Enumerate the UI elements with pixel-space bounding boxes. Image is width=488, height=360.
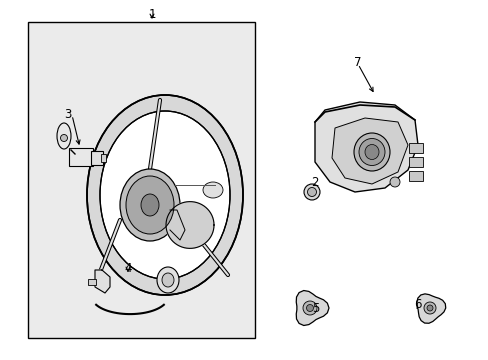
- Ellipse shape: [306, 305, 313, 311]
- Ellipse shape: [61, 135, 67, 141]
- Ellipse shape: [141, 194, 159, 216]
- Ellipse shape: [100, 111, 229, 279]
- Text: 6: 6: [413, 298, 421, 311]
- Text: 7: 7: [353, 55, 361, 68]
- Text: 3: 3: [64, 108, 72, 122]
- Ellipse shape: [203, 182, 223, 198]
- Polygon shape: [166, 202, 214, 248]
- FancyBboxPatch shape: [408, 157, 422, 167]
- Polygon shape: [331, 118, 407, 184]
- Text: 2: 2: [311, 175, 318, 189]
- Ellipse shape: [120, 169, 180, 241]
- Bar: [28, 22, 254, 338]
- Bar: [88, 279, 96, 285]
- Ellipse shape: [162, 273, 174, 287]
- Ellipse shape: [304, 184, 319, 200]
- Ellipse shape: [389, 177, 399, 187]
- Ellipse shape: [126, 176, 174, 234]
- FancyBboxPatch shape: [408, 171, 422, 181]
- Polygon shape: [296, 291, 328, 325]
- Ellipse shape: [87, 95, 243, 295]
- Ellipse shape: [423, 302, 435, 314]
- Bar: [69, 148, 93, 166]
- Polygon shape: [314, 102, 417, 192]
- Polygon shape: [95, 270, 110, 293]
- Text: 4: 4: [124, 261, 131, 274]
- Text: 5: 5: [312, 302, 319, 315]
- Ellipse shape: [157, 267, 179, 293]
- Text: 1: 1: [148, 8, 156, 21]
- Polygon shape: [170, 210, 184, 240]
- Polygon shape: [416, 294, 445, 323]
- Ellipse shape: [364, 144, 378, 159]
- Ellipse shape: [57, 123, 71, 149]
- Ellipse shape: [353, 133, 389, 171]
- Ellipse shape: [358, 139, 384, 166]
- Ellipse shape: [307, 188, 316, 197]
- Ellipse shape: [303, 301, 316, 315]
- FancyBboxPatch shape: [408, 143, 422, 153]
- Bar: [101, 154, 106, 162]
- Ellipse shape: [426, 305, 432, 311]
- Bar: [91, 151, 103, 165]
